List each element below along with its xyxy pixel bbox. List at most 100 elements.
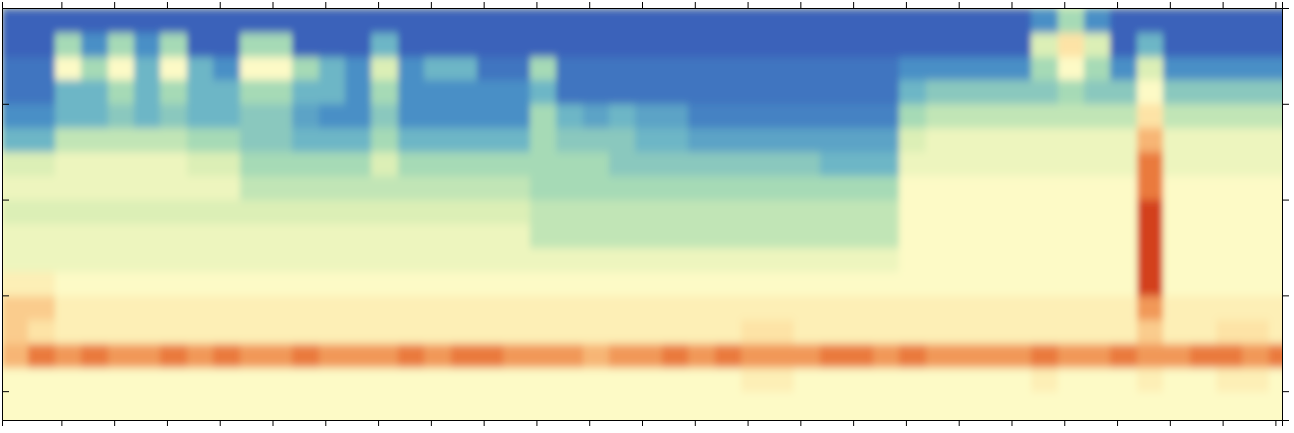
cell [1190, 32, 1217, 57]
cell [134, 56, 161, 80]
cell [424, 128, 451, 153]
cell [292, 104, 319, 129]
cell [1005, 343, 1032, 367]
cell [503, 56, 530, 80]
cell [160, 367, 187, 392]
cell [451, 176, 478, 201]
tick [378, 420, 379, 426]
cell [556, 200, 583, 225]
cell [187, 224, 214, 249]
tick-mark [748, 2, 749, 8]
cell [319, 176, 346, 201]
cell [1216, 295, 1243, 320]
cell [345, 248, 372, 272]
cell [371, 224, 398, 249]
cell [477, 104, 504, 129]
cell [240, 56, 267, 80]
cell [2, 176, 29, 201]
cell [451, 271, 478, 296]
cell [688, 128, 715, 153]
cell [2, 367, 29, 392]
cell [556, 32, 583, 57]
cell [319, 152, 346, 176]
cell [820, 8, 847, 33]
cell [266, 80, 293, 105]
axis-line [3, 9, 10, 421]
cell [424, 104, 451, 129]
cell [688, 319, 715, 344]
cell [688, 391, 715, 420]
cell [926, 176, 953, 201]
cell [81, 343, 108, 367]
cell [662, 224, 689, 249]
cell [635, 32, 662, 57]
cell [160, 391, 187, 420]
cell [160, 295, 187, 320]
cell [556, 8, 583, 33]
cell [319, 80, 346, 105]
cell [635, 176, 662, 201]
cell [1031, 8, 1058, 33]
cell [240, 224, 267, 249]
cell [688, 56, 715, 80]
cell [134, 152, 161, 176]
cell [160, 271, 187, 296]
cell [477, 391, 504, 420]
cell [635, 80, 662, 105]
cell [503, 32, 530, 57]
cell [767, 32, 794, 57]
cell [1110, 56, 1137, 80]
cell [978, 32, 1005, 57]
cell [345, 128, 372, 153]
cell [1031, 319, 1058, 344]
cell [477, 176, 504, 201]
cell [187, 248, 214, 272]
cell [503, 152, 530, 176]
cell [1110, 391, 1137, 420]
cell [345, 8, 372, 33]
cell [741, 176, 768, 201]
cell [1269, 319, 1282, 344]
tick [1170, 2, 1171, 8]
cell [398, 367, 425, 392]
cell [556, 104, 583, 129]
cell [767, 224, 794, 249]
cell [847, 128, 874, 153]
cell [715, 32, 742, 57]
cell [1084, 152, 1111, 176]
cell [899, 8, 926, 33]
tick [1275, 2, 1276, 8]
cell [530, 248, 557, 272]
cell [1137, 176, 1164, 201]
cell [1269, 8, 1282, 33]
cell [978, 271, 1005, 296]
tick-mark [114, 420, 115, 426]
cell [108, 152, 135, 176]
cell [847, 391, 874, 420]
cell [371, 104, 398, 129]
cell [134, 200, 161, 225]
cell [503, 248, 530, 272]
cell [662, 176, 689, 201]
cell [609, 128, 636, 153]
cell [1137, 152, 1164, 176]
cell [794, 367, 821, 392]
cell [873, 343, 900, 367]
cell [1084, 80, 1111, 105]
cell [1190, 152, 1217, 176]
cell [292, 319, 319, 344]
cell [767, 152, 794, 176]
tick-mark [273, 2, 274, 8]
cell [1269, 224, 1282, 249]
cell [609, 32, 636, 57]
cell [451, 32, 478, 57]
cell [952, 80, 979, 105]
tick-mark [2, 391, 9, 392]
cell [873, 8, 900, 33]
cell [108, 32, 135, 57]
cell [187, 8, 214, 33]
cell [160, 176, 187, 201]
cell [662, 343, 689, 367]
cell [1084, 224, 1111, 249]
cell [55, 128, 82, 153]
